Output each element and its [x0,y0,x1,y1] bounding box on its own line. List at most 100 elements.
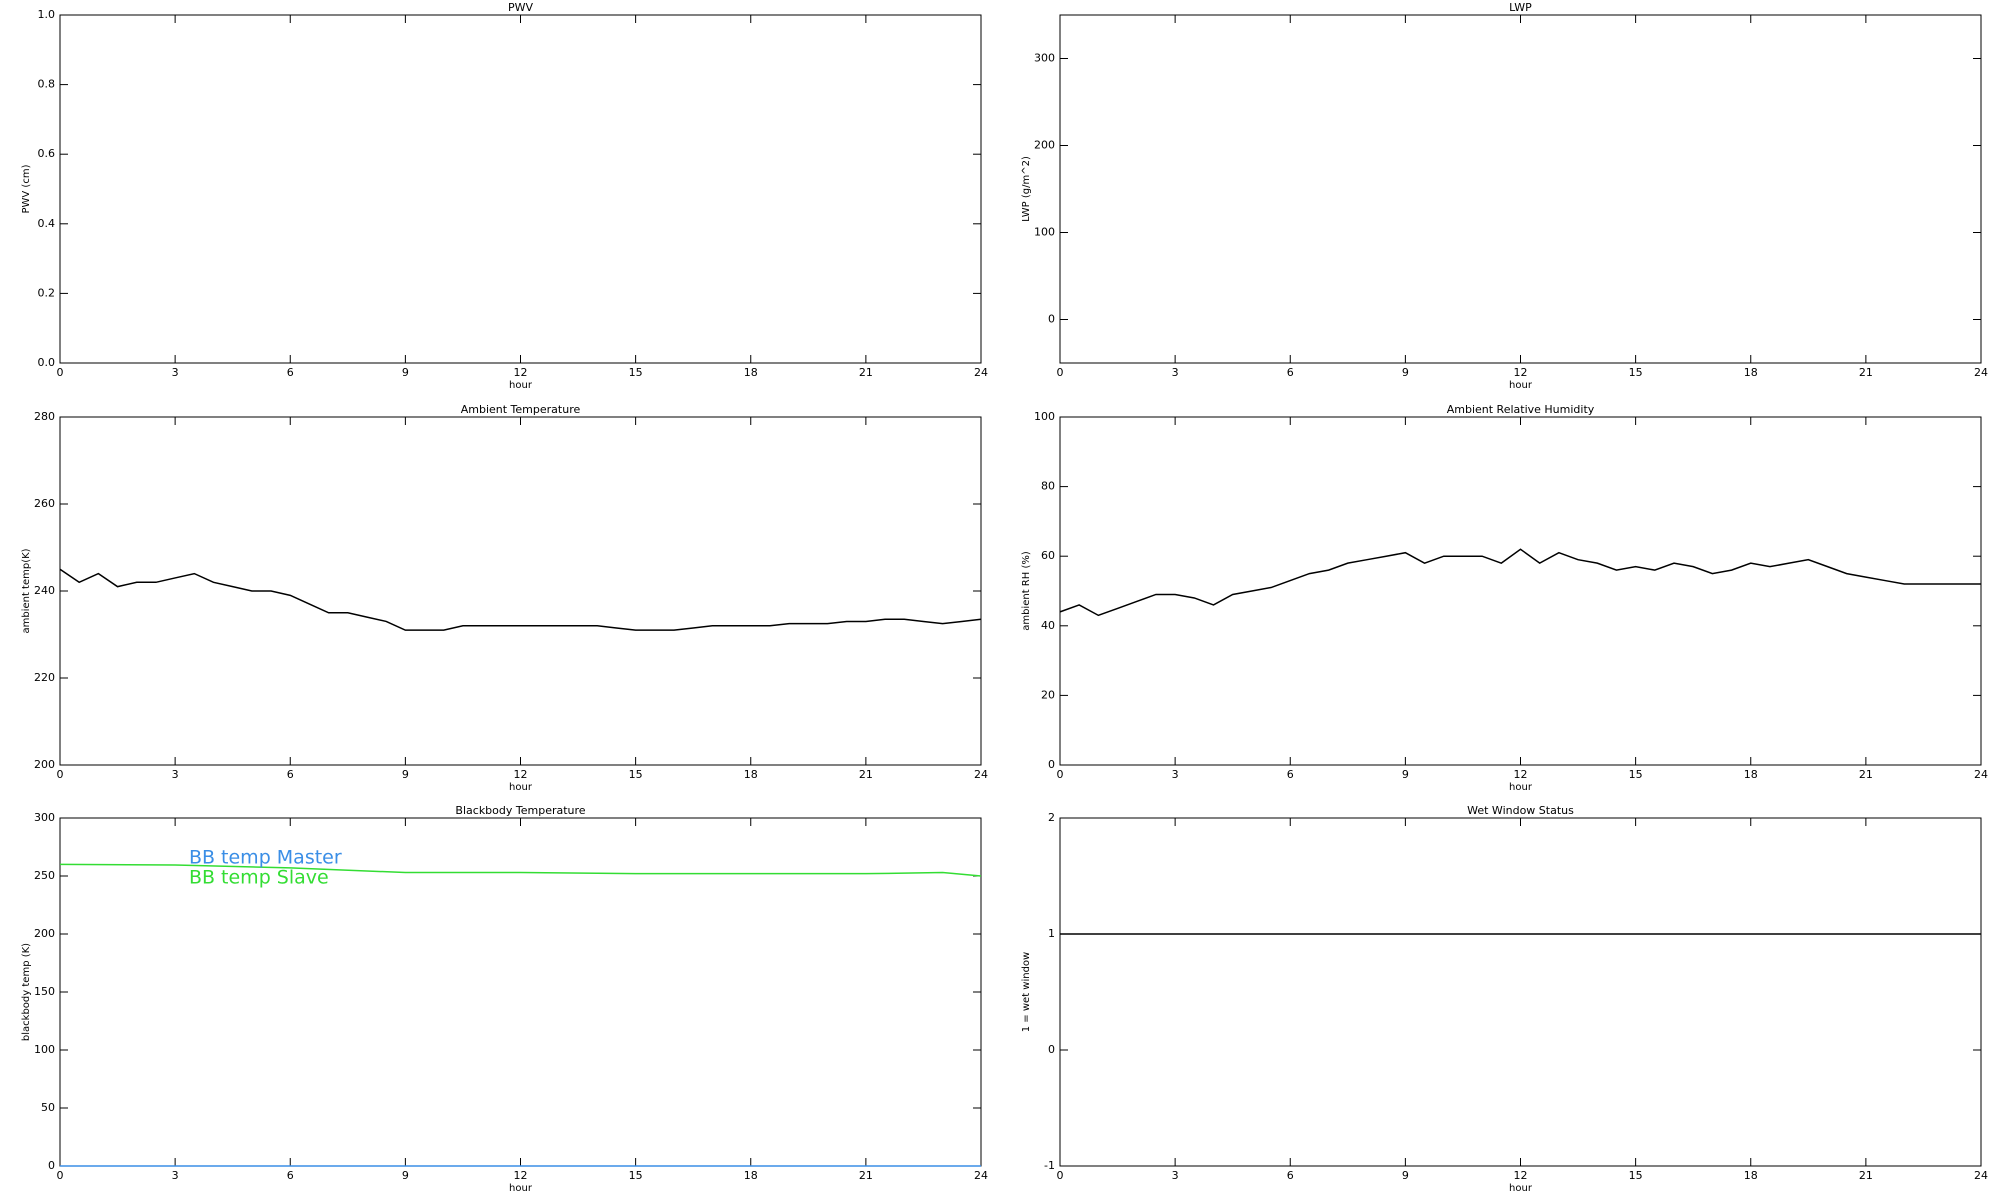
x-tick-label: 0 [1057,366,1064,379]
y-tick-label: 40 [1041,619,1055,632]
y-tick-label: 200 [1034,139,1055,152]
y-tick-label: 100 [1034,226,1055,239]
x-tick-label: 3 [172,768,179,781]
legend-entry: BB temp Master [189,847,342,869]
y-tick-label: 80 [1041,480,1055,493]
y-tick-label: 0 [1048,313,1055,326]
x-tick-label: 12 [1514,1169,1528,1182]
chart-title: Blackbody Temperature [455,804,585,817]
x-tick-label: 21 [859,1169,873,1182]
y-tick-label: 250 [34,869,55,882]
y-tick-label: 300 [34,811,55,824]
chart-title: LWP [1509,1,1532,14]
y-tick-label: 260 [34,497,55,510]
x-axis-label: hour [1509,1183,1533,1194]
y-tick-label: 150 [34,985,55,998]
chart-title: Wet Window Status [1467,804,1574,817]
x-tick-label: 18 [744,768,758,781]
y-tick-label: 50 [41,1101,55,1114]
x-tick-label: 0 [57,1169,64,1182]
x-tick-label: 6 [1287,1169,1294,1182]
plot-frame [59,14,982,364]
y-tick-label: -1 [1044,1159,1055,1172]
data-line [1059,548,1981,617]
x-tick-label: 6 [1287,768,1294,781]
x-axis-label: hour [1509,782,1533,793]
x-tick-label: 6 [287,1169,294,1182]
chart-title: Ambient Relative Humidity [1447,403,1595,416]
x-tick-label: 3 [1172,1169,1179,1182]
y-tick-label: 240 [34,584,55,597]
x-tick-label: 3 [172,366,179,379]
x-tick-label: 9 [402,768,409,781]
x-tick-label: 15 [1629,1169,1643,1182]
chart-title: PWV [508,1,534,14]
x-tick-label: 18 [1744,768,1758,781]
x-tick-label: 0 [1057,768,1064,781]
y-tick-label: 280 [34,410,55,423]
y-tick-label: 0 [1048,1043,1055,1056]
x-tick-label: 15 [629,366,643,379]
legend-entry: BB temp Slave [189,867,329,889]
x-tick-label: 18 [744,366,758,379]
plot-frame [59,416,982,766]
x-tick-label: 24 [1974,1169,1988,1182]
x-tick-label: 24 [1974,768,1988,781]
y-tick-label: 200 [34,927,55,940]
y-axis-label: ambient RH (%) [1021,551,1032,631]
x-tick-label: 3 [1172,768,1179,781]
y-tick-label: 200 [34,758,55,771]
y-axis-label: blackbody temp (K) [21,943,32,1041]
x-tick-label: 6 [287,768,294,781]
y-tick-label: 100 [34,1043,55,1056]
chart-title: Ambient Temperature [461,403,581,416]
x-tick-label: 3 [1172,366,1179,379]
data-line [59,863,982,877]
plot-frame [1059,817,1982,1167]
x-tick-label: 0 [1057,1169,1064,1182]
x-tick-label: 12 [1514,768,1528,781]
x-tick-label: 6 [287,366,294,379]
x-axis-label: hour [509,782,533,793]
x-tick-label: 24 [974,366,988,379]
x-tick-label: 12 [514,366,528,379]
x-tick-label: 21 [1859,366,1873,379]
y-axis-label: 1 = wet window [1021,952,1032,1032]
x-tick-label: 24 [974,1169,988,1182]
y-tick-label: 0.6 [38,147,56,160]
x-tick-label: 15 [629,1169,643,1182]
x-tick-label: 9 [1402,1169,1409,1182]
x-tick-label: 21 [1859,1169,1873,1182]
x-tick-label: 18 [1744,1169,1758,1182]
x-tick-label: 15 [1629,768,1643,781]
y-tick-label: 220 [34,671,55,684]
y-axis-label: LWP (g/m^2) [1021,156,1032,222]
x-tick-label: 18 [1744,366,1758,379]
x-axis-label: hour [1509,380,1533,391]
y-tick-label: 20 [1041,688,1055,701]
y-tick-label: 300 [1034,52,1055,65]
y-tick-label: 60 [1041,549,1055,562]
x-axis-label: hour [509,380,533,391]
x-tick-label: 0 [57,366,64,379]
x-tick-label: 21 [859,366,873,379]
x-tick-label: 9 [402,1169,409,1182]
x-tick-label: 9 [402,366,409,379]
y-tick-label: 0.0 [38,356,56,369]
x-tick-label: 24 [974,768,988,781]
x-tick-label: 9 [1402,768,1409,781]
y-axis-label: ambient temp(K) [21,548,32,633]
y-tick-label: 100 [1034,410,1055,423]
x-tick-label: 15 [629,768,643,781]
data-line [59,568,982,631]
y-axis-label: PWV (cm) [21,164,32,213]
y-tick-label: 0 [1048,758,1055,771]
x-tick-label: 0 [57,768,64,781]
y-tick-label: 1 [1048,927,1055,940]
x-tick-label: 15 [1629,366,1643,379]
x-axis-label: hour [509,1183,533,1194]
x-tick-label: 12 [514,768,528,781]
plot-frame [1059,14,1982,364]
y-tick-label: 0.8 [38,78,56,91]
